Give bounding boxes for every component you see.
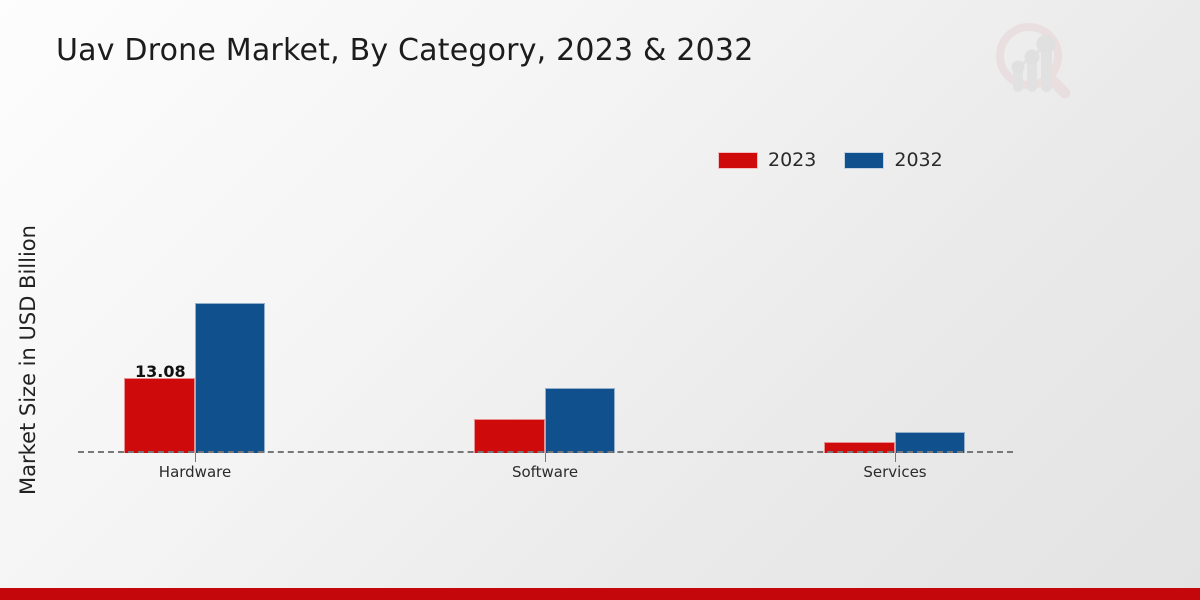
x-axis-tick-hardware xyxy=(195,453,196,462)
legend-label-2032: 2032 xyxy=(894,149,943,171)
bar-label-hardware-2023: 13.08 xyxy=(135,362,186,381)
chart-legend: 2023 2032 xyxy=(718,148,943,172)
category-label-software: Software xyxy=(511,463,579,481)
bar-services-2023[interactable] xyxy=(824,442,895,453)
legend-swatch-2032 xyxy=(844,151,885,169)
legend-item-2023[interactable]: 2023 xyxy=(718,149,816,171)
bottom-accent-band xyxy=(0,588,1200,600)
x-axis-tick-software xyxy=(545,453,546,462)
bar-software-2023[interactable] xyxy=(474,419,545,453)
legend-item-2032[interactable]: 2032 xyxy=(844,149,943,171)
page-title: Uav Drone Market, By Category, 2023 & 20… xyxy=(56,33,754,68)
legend-swatch-2023 xyxy=(718,151,758,169)
bar-services-2032[interactable] xyxy=(895,432,965,453)
category-label-hardware: Hardware xyxy=(158,463,232,481)
x-axis-tick-services xyxy=(895,453,896,462)
bar-software-2032[interactable] xyxy=(545,388,615,453)
x-axis-baseline xyxy=(78,451,1013,453)
category-label-services: Services xyxy=(863,463,927,481)
y-axis-title: Market Size in USD Billion xyxy=(16,225,40,495)
magnifier-bar-chart-logo-icon xyxy=(985,14,1080,109)
bar-hardware-2032[interactable] xyxy=(195,303,265,453)
plot-area: 13.08 Hardware Software Services xyxy=(78,150,1013,481)
bar-hardware-2023[interactable] xyxy=(124,378,195,453)
legend-label-2023: 2023 xyxy=(768,149,817,171)
